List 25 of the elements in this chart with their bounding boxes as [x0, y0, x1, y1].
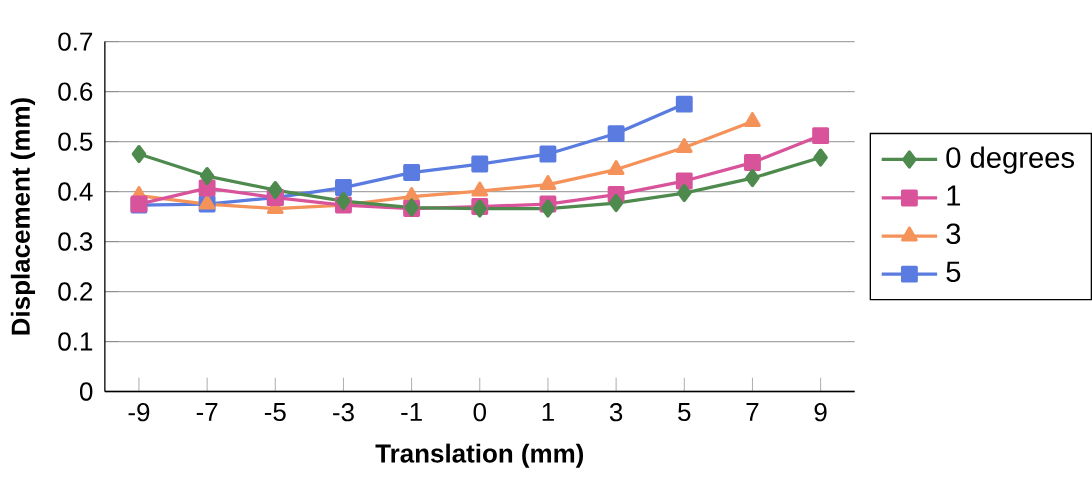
x-tick-label: 3: [609, 403, 623, 422]
x-tick-label: -1: [401, 403, 422, 422]
y-tick-label: 0.1: [58, 332, 93, 351]
y-axis-title: Displacement (mm): [10, 98, 36, 335]
y-tick-label: 0.5: [58, 132, 93, 151]
x-tick-label: -9: [128, 403, 150, 422]
legend-label: 1: [947, 185, 961, 206]
y-tick-label: 0.3: [58, 232, 93, 251]
y-tick-label: 0.4: [58, 182, 93, 201]
y-tick-label: 0.6: [58, 82, 93, 101]
x-tick-label: 0: [473, 403, 486, 422]
x-tick-label: -5: [264, 403, 286, 422]
x-tick-label: -3: [333, 403, 354, 422]
legend-label: 5: [946, 261, 961, 283]
y-tick-label: 0.7: [58, 32, 93, 51]
x-tick-label: 5: [678, 403, 691, 422]
x-tick-label: 1: [542, 403, 554, 422]
x-axis-title: Translation (mm): [375, 443, 584, 469]
x-tick-label: 9: [814, 403, 827, 422]
y-tick-label: 0.2: [58, 282, 93, 301]
y-tick-label: 0: [79, 382, 93, 401]
legend-label: 0 degrees: [946, 146, 1075, 174]
x-tick-label: -7: [196, 403, 218, 422]
x-tick-label: 7: [746, 403, 759, 422]
legend-label: 3: [946, 223, 961, 245]
